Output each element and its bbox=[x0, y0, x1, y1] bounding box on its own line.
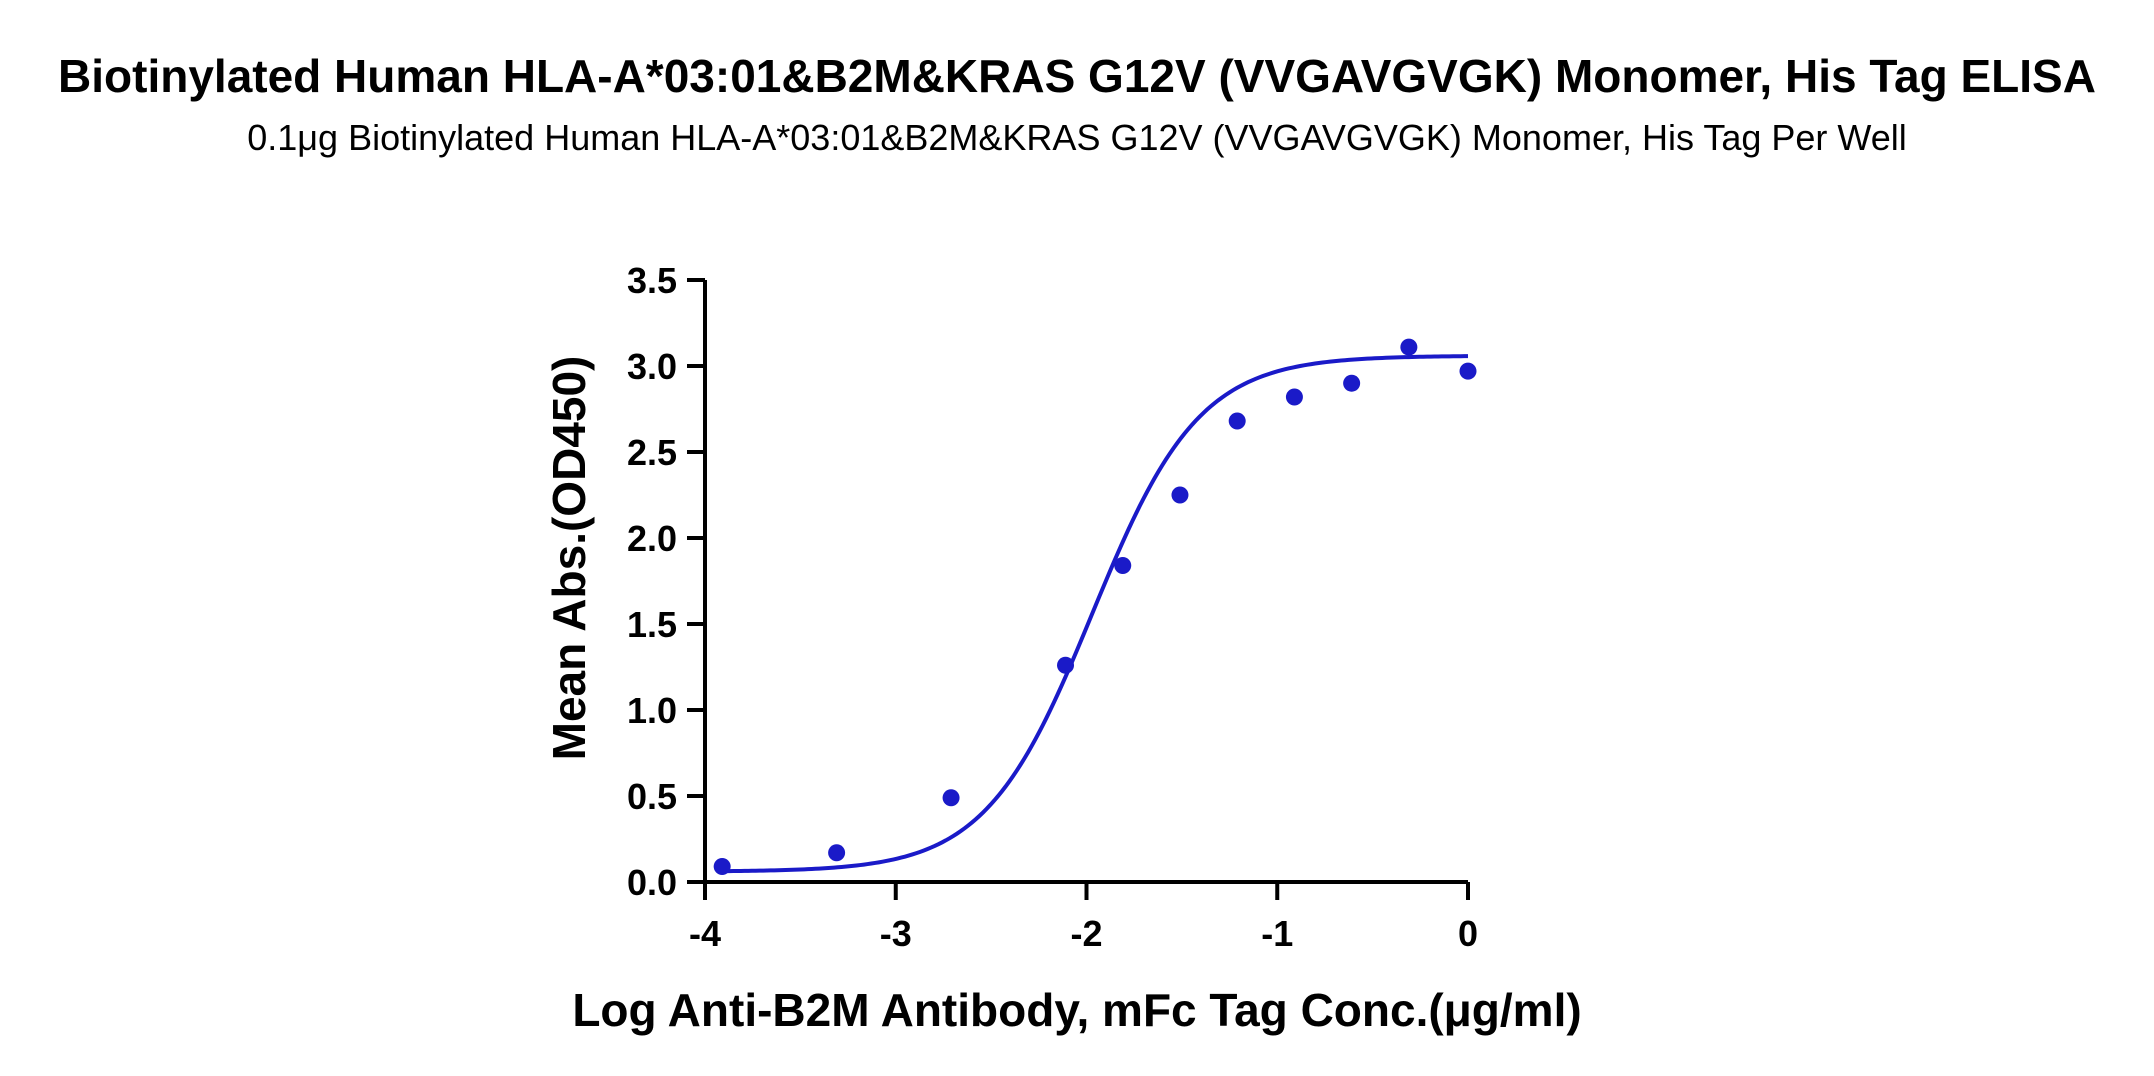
y-tick-label: 0.0 bbox=[627, 862, 677, 903]
x-axis-ticks: -4 -3 -2 -1 0 bbox=[689, 882, 1478, 954]
x-tick-label: -2 bbox=[1070, 913, 1102, 954]
data-point bbox=[1400, 338, 1418, 356]
x-tick-label: -4 bbox=[689, 913, 721, 954]
y-tick-label: 2.0 bbox=[627, 518, 677, 559]
y-tick-label: 3.5 bbox=[627, 260, 677, 301]
x-tick-label: -3 bbox=[880, 913, 912, 954]
y-tick-label: 3.0 bbox=[627, 346, 677, 387]
data-point bbox=[1057, 656, 1075, 674]
data-point bbox=[1228, 412, 1246, 430]
chart-title: Biotinylated Human HLA-A*03:01&B2M&KRAS … bbox=[58, 50, 2096, 102]
x-axis-label: Log Anti-B2M Antibody, mFc Tag Conc.(μg/… bbox=[572, 984, 1581, 1036]
fit-curve bbox=[722, 354, 1469, 874]
y-tick-label: 0.5 bbox=[627, 776, 677, 817]
data-points-layer bbox=[713, 338, 1477, 876]
data-point bbox=[713, 858, 731, 876]
axes: 0.0 0.5 1.0 1.5 2.0 2.5 3.0 3.5 -4 -3 -2 -1 0 bbox=[627, 260, 1478, 954]
data-point bbox=[942, 789, 960, 807]
data-point bbox=[1343, 374, 1361, 392]
x-tick-label: -1 bbox=[1261, 913, 1293, 954]
chart-subtitle: 0.1μg Biotinylated Human HLA-A*03:01&B2M… bbox=[247, 117, 1906, 158]
data-point bbox=[1459, 362, 1477, 380]
fit-curve-layer bbox=[722, 354, 1469, 874]
y-axis-ticks: 0.0 0.5 1.0 1.5 2.0 2.5 3.0 3.5 bbox=[627, 260, 705, 903]
data-point bbox=[1285, 388, 1303, 406]
y-axis-label: Mean Abs.(OD450) bbox=[543, 356, 595, 761]
x-tick-label: 0 bbox=[1458, 913, 1478, 954]
data-point bbox=[1171, 486, 1189, 504]
y-tick-label: 1.0 bbox=[627, 690, 677, 731]
y-tick-label: 1.5 bbox=[627, 604, 677, 645]
data-point bbox=[828, 844, 846, 862]
plot-area bbox=[713, 338, 1477, 876]
data-point bbox=[1114, 557, 1132, 575]
y-tick-label: 2.5 bbox=[627, 432, 677, 473]
